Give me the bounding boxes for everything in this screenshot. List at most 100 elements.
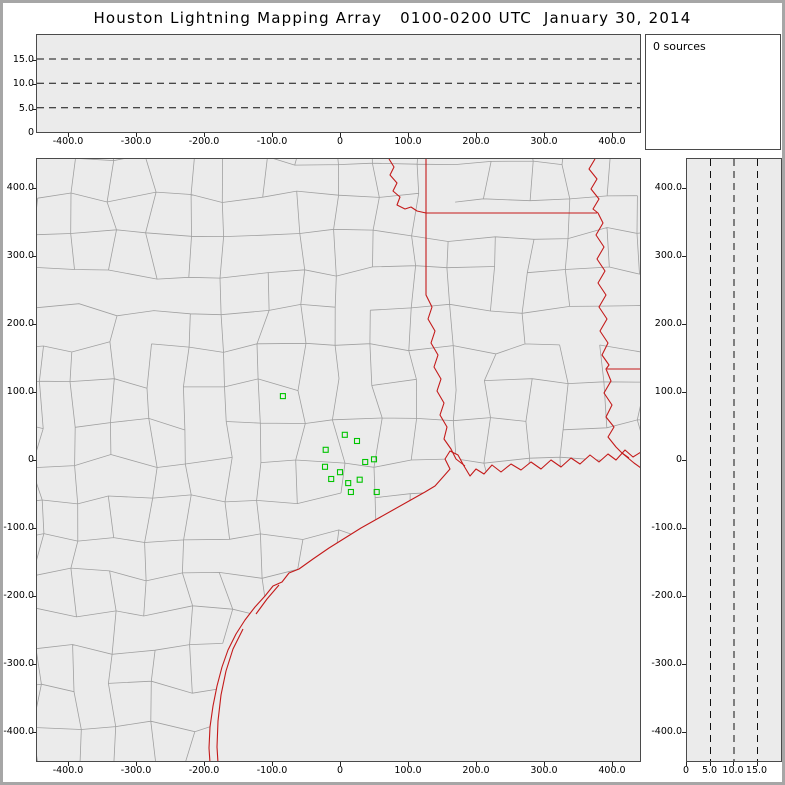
ew-tick-label: 200.0 bbox=[462, 765, 490, 776]
lma-station-marker bbox=[362, 458, 369, 466]
axis-tick bbox=[272, 133, 273, 137]
ns-tick-label: -100.0 bbox=[3, 522, 34, 533]
lma-station-marker bbox=[370, 456, 378, 463]
axis-tick bbox=[686, 762, 687, 766]
ns-tick-label: -200.0 bbox=[3, 590, 34, 601]
axis-tick bbox=[682, 664, 686, 665]
figure-title: Houston Lightning Mapping Array 0100-020… bbox=[93, 9, 692, 27]
gulf-coastline bbox=[208, 449, 640, 761]
ns-tick-label: -300.0 bbox=[651, 658, 682, 669]
ew-tick-label: 200.0 bbox=[462, 136, 490, 147]
alt-zero-label: 0 bbox=[27, 127, 34, 138]
axis-tick bbox=[682, 596, 686, 597]
plan-view-map bbox=[37, 159, 640, 761]
axis-tick bbox=[544, 762, 545, 766]
alt-tick-label: 10.0 bbox=[722, 765, 744, 776]
altitude-ns-panel bbox=[686, 158, 782, 762]
lma-station-marker bbox=[356, 476, 363, 483]
axis-tick bbox=[682, 324, 686, 325]
ew-tick-label: 400.0 bbox=[598, 136, 626, 147]
ew-tick-label: -300.0 bbox=[120, 136, 152, 147]
ns-tick-label: -100.0 bbox=[651, 522, 682, 533]
axis-tick bbox=[32, 84, 36, 86]
lma-station-marker bbox=[345, 480, 352, 487]
lma-station-marker bbox=[321, 463, 329, 470]
axis-tick bbox=[544, 133, 545, 137]
lma-station-marker bbox=[353, 437, 361, 445]
ns-tick-label: 0 bbox=[27, 454, 34, 465]
axis-tick bbox=[32, 324, 36, 325]
ns-tick-label: -400.0 bbox=[3, 726, 34, 737]
lma-station-marker bbox=[336, 469, 344, 476]
axis-tick bbox=[32, 732, 36, 733]
axis-tick bbox=[682, 256, 686, 257]
ns-tick-label: 300.0 bbox=[654, 250, 682, 261]
ns-tick-label: 400.0 bbox=[6, 182, 34, 193]
axis-tick bbox=[340, 762, 341, 766]
axis-tick bbox=[32, 460, 36, 461]
axis-tick bbox=[32, 392, 36, 393]
lma-station-marker bbox=[373, 488, 380, 496]
mississippi-river bbox=[588, 159, 630, 459]
ew-tick-label: 0 bbox=[336, 765, 344, 776]
altitude-ew-plot-area bbox=[37, 58, 640, 109]
axis-tick bbox=[682, 392, 686, 393]
axis-tick bbox=[32, 108, 36, 110]
ns-tick-label: 100.0 bbox=[654, 386, 682, 397]
ew-tick-label: -400.0 bbox=[52, 765, 84, 776]
axis-tick bbox=[136, 133, 137, 137]
sources-count-box: 0 sources bbox=[645, 34, 781, 150]
plan-view-map-panel bbox=[36, 158, 641, 762]
ns-tick-label: 100.0 bbox=[6, 386, 34, 397]
ns-tick-label: -200.0 bbox=[651, 590, 682, 601]
axis-tick bbox=[682, 188, 686, 189]
ns-tick-label: 400.0 bbox=[654, 182, 682, 193]
ns-tick-label: 0 bbox=[675, 454, 682, 465]
axis-tick bbox=[32, 256, 36, 257]
lma-stations bbox=[279, 393, 380, 496]
ns-tick-label: -300.0 bbox=[3, 658, 34, 669]
lma-station-marker bbox=[341, 431, 348, 438]
matagorda-island bbox=[255, 584, 280, 615]
axis-tick bbox=[756, 762, 758, 766]
alt-tick-label: 10.0 bbox=[12, 78, 34, 90]
lma-station-marker bbox=[347, 488, 354, 496]
ew-tick-label: -100.0 bbox=[256, 765, 288, 776]
altitude-ew-panel bbox=[36, 34, 641, 133]
axis-tick bbox=[612, 762, 613, 766]
altitude-ns-plot-area bbox=[710, 159, 758, 761]
axis-tick bbox=[68, 762, 69, 766]
axis-tick bbox=[32, 188, 36, 189]
ew-tick-label: -300.0 bbox=[120, 765, 152, 776]
state-boundaries-and-coastline bbox=[208, 159, 640, 761]
axis-tick bbox=[32, 59, 36, 61]
ns-tick-label: 200.0 bbox=[654, 318, 682, 329]
axis-tick bbox=[68, 133, 69, 137]
axis-tick bbox=[204, 133, 205, 137]
ns-tick-label: 200.0 bbox=[6, 318, 34, 329]
ew-tick-label: 100.0 bbox=[394, 765, 422, 776]
lma-station-marker bbox=[322, 446, 329, 453]
axis-tick bbox=[32, 528, 36, 529]
mississippi-delta bbox=[621, 452, 640, 468]
alt-tick-label: 15.0 bbox=[745, 765, 768, 776]
ew-tick-label: -100.0 bbox=[256, 136, 288, 147]
axis-tick bbox=[476, 762, 477, 766]
axis-tick bbox=[709, 762, 711, 766]
axis-tick bbox=[408, 762, 409, 766]
alt-tick-label: 15.0 bbox=[12, 53, 34, 65]
ew-tick-label: -200.0 bbox=[188, 136, 220, 147]
axis-tick bbox=[32, 596, 36, 597]
axis-tick bbox=[682, 460, 686, 461]
ew-tick-label: 300.0 bbox=[530, 765, 558, 776]
county-boundaries bbox=[37, 159, 640, 761]
alt-tick-label: 5.0 bbox=[701, 765, 718, 776]
axis-tick bbox=[733, 762, 734, 766]
padre-island bbox=[216, 628, 244, 761]
axis-tick bbox=[272, 762, 273, 766]
axis-tick bbox=[682, 528, 686, 529]
ns-tick-label: 300.0 bbox=[6, 250, 34, 261]
ew-tick-label: 100.0 bbox=[394, 136, 422, 147]
axis-tick bbox=[612, 133, 613, 137]
